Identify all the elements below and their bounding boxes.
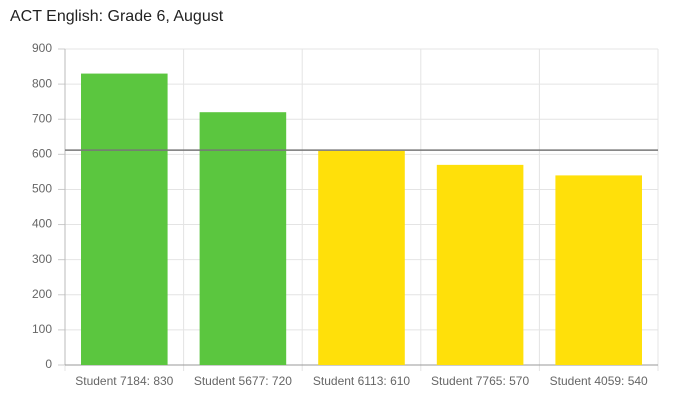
bar: [81, 73, 168, 366]
y-tick-label: 400: [32, 217, 52, 231]
y-tick-label: 700: [32, 111, 52, 125]
bar: [199, 112, 287, 365]
y-tick-label: 800: [32, 76, 52, 90]
y-tick-label: 300: [32, 252, 52, 266]
bar: [436, 164, 524, 365]
chart-title: ACT English: Grade 6, August: [10, 8, 224, 25]
bar: [555, 175, 642, 365]
y-tick-label: 500: [32, 182, 52, 196]
y-tick-label: 0: [45, 357, 52, 371]
x-tick-label: Student 4059: 540: [550, 374, 648, 388]
y-tick-label: 200: [32, 287, 52, 301]
x-tick-label: Student 7765: 570: [431, 374, 529, 388]
bar: [318, 150, 405, 365]
x-tick-label: Student 5677: 720: [194, 374, 292, 388]
y-tick-label: 900: [32, 41, 52, 55]
y-tick-label: 100: [32, 322, 52, 336]
y-tick-label: 600: [32, 147, 52, 161]
x-tick-label: Student 7184: 830: [75, 374, 173, 388]
x-tick-label: Student 6113: 610: [313, 374, 411, 388]
